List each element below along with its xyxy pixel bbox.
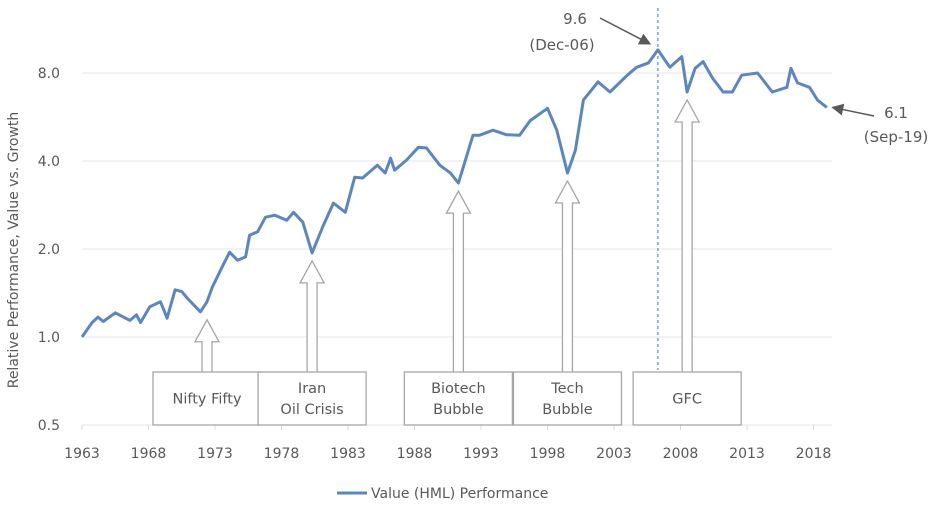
event-arrow [193, 318, 221, 372]
x-tick-label: 1998 [530, 446, 566, 462]
event-label: Bubble [542, 402, 593, 418]
event-callout: Tech Bubble [512, 179, 623, 426]
x-axis-ticks: 1963 1968 1973 1978 1983 1988 1993 1998 2003 2008… [64, 425, 831, 462]
event-label: GFC [672, 392, 702, 408]
peak-annotation: 9.6 (Dec-06) [529, 10, 652, 54]
x-tick-label: 1978 [264, 446, 300, 462]
latest-date-label: (Sep-19) [864, 128, 928, 146]
x-tick-label: 2013 [729, 446, 765, 462]
y-tick-label: 0.5 [38, 418, 60, 434]
event-callout: GFC [632, 98, 742, 426]
latest-arrow [831, 103, 875, 117]
event-label: Bubble [433, 402, 484, 418]
event-arrow [445, 189, 472, 372]
y-tick-label: 8.0 [38, 66, 60, 82]
y-tick-label: 1.0 [38, 330, 60, 346]
x-tick-label: 1968 [131, 446, 167, 462]
event-box [632, 371, 742, 426]
event-label: Tech [550, 381, 583, 397]
event-callout: Biotech Bubble [403, 189, 514, 426]
event-box [512, 371, 623, 426]
event-arrow [674, 98, 701, 372]
event-label: Biotech [431, 381, 486, 397]
x-tick-label: 1993 [463, 446, 499, 462]
series-line-value-hml [80, 48, 828, 338]
y-tick-label: 4.0 [38, 154, 60, 170]
x-tick-label: 1963 [64, 446, 100, 462]
x-tick-label: 1988 [397, 446, 433, 462]
peak-value-label: 9.6 [563, 10, 587, 28]
x-tick-label: 1973 [197, 446, 233, 462]
peak-date-label: (Dec-06) [529, 36, 594, 54]
y-axis-label: Relative Performance, Value vs. Growth [6, 112, 22, 389]
peak-arrow [599, 17, 652, 45]
legend: Value (HML) Performance [337, 486, 548, 502]
x-tick-label: 1983 [330, 446, 366, 462]
event-callout: Nifty Fifty [152, 318, 262, 426]
event-label: Nifty Fifty [173, 392, 242, 408]
y-tick-label: 2.0 [38, 242, 60, 258]
event-label: Oil Crisis [280, 402, 343, 418]
y-axis-ticks: 0.5 1.0 2.0 4.0 8.0 [38, 66, 60, 434]
event-arrow [298, 259, 326, 372]
x-tick-label: 2018 [796, 446, 832, 462]
legend-label: Value (HML) Performance [371, 486, 548, 502]
event-box [257, 371, 367, 426]
event-label: Iran [298, 381, 326, 397]
x-tick-label: 2008 [663, 446, 699, 462]
event-arrow [554, 179, 581, 372]
x-tick-label: 2003 [596, 446, 632, 462]
latest-annotation: 6.1 (Sep-19) [831, 103, 928, 146]
event-box [403, 371, 514, 426]
event-callout: Iran Oil Crisis [257, 259, 367, 426]
latest-value-label: 6.1 [884, 104, 908, 122]
